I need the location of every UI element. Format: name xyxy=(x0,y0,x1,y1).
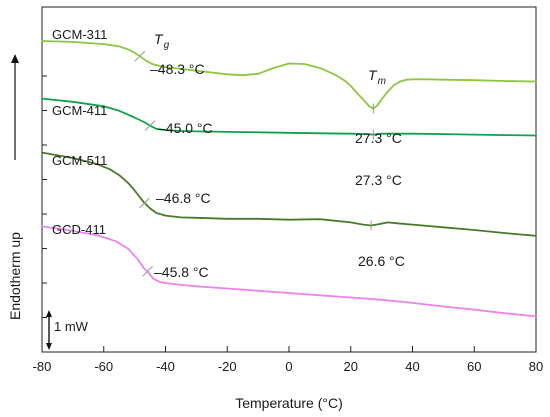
tg-symbol: Tg xyxy=(154,31,170,51)
x-tick-label: -40 xyxy=(156,359,175,374)
plot-frame xyxy=(41,6,537,353)
tg-symbol-main: T xyxy=(154,31,164,47)
series-label-gcm-411: GCM-411 xyxy=(52,103,107,118)
tg-marker-gcm-311 xyxy=(134,50,146,62)
y-axis-label: Endotherm up xyxy=(7,232,23,320)
scale-bar-label: 1 mW xyxy=(54,319,89,334)
tg-label-gcd-411: –45.8 °C xyxy=(154,264,209,280)
tg-label-gcm-411: –45.0 °C xyxy=(158,120,213,136)
x-axis-label: Temperature (°C) xyxy=(235,395,343,411)
x-tick-label: -80 xyxy=(33,359,52,374)
series-label-gcm-311: GCM-311 xyxy=(52,27,107,42)
tm-symbol-sub: m xyxy=(378,76,386,87)
curve-name-gcm-511: GCM-511 xyxy=(52,153,107,168)
x-tick-label: 80 xyxy=(529,359,543,374)
tm-symbol-main: T xyxy=(368,67,378,83)
curve-gcm-411 xyxy=(41,97,537,137)
tm-label-gcm-511: 26.6 °C xyxy=(358,253,405,269)
x-axis-ticks: -80 -60 -40 -20 0 20 40 60 80 xyxy=(33,346,543,374)
scale-bar-top-arrow-icon xyxy=(46,310,52,317)
x-tick-label: -20 xyxy=(218,359,237,374)
series-label-gcm-511: GCM-511 xyxy=(52,153,107,168)
transition-markers xyxy=(134,50,374,277)
tg-label-gcm-511: –46.8 °C xyxy=(156,190,211,206)
series-label-gcd-411: GCD-411 xyxy=(52,222,106,237)
scale-bar: 1 mW xyxy=(46,310,89,350)
curve-gcm-511 xyxy=(41,151,537,237)
tm-label-gcm-411: 27.3 °C xyxy=(355,172,402,188)
x-tick-label: 60 xyxy=(467,359,481,374)
x-tick-label: 20 xyxy=(344,359,358,374)
scale-bar-bottom-arrow-icon xyxy=(46,343,52,350)
curve-name-gcm-311: GCM-311 xyxy=(52,27,107,42)
tg-label-gcm-311: –48.3 °C xyxy=(150,61,205,77)
tg-marker-gcd-411 xyxy=(142,266,153,277)
tm-symbol: Tm xyxy=(368,67,386,87)
tg-marker-gcm-411 xyxy=(144,120,156,131)
tg-marker-gcm-511 xyxy=(139,197,150,209)
endotherm-up-arrow-icon xyxy=(11,54,19,63)
curve-gcd-411 xyxy=(41,225,537,318)
curve-name-gcm-411: GCM-411 xyxy=(52,103,107,118)
y-axis-ticks xyxy=(42,41,47,318)
y-axis-title-group: Endotherm up xyxy=(7,54,23,320)
x-tick-label: -60 xyxy=(94,359,113,374)
curve-gcm-311 xyxy=(41,40,537,110)
curve-name-gcd-411: GCD-411 xyxy=(52,222,106,237)
tm-label-gcm-311: 27.3 °C xyxy=(355,130,402,146)
x-tick-label: 40 xyxy=(405,359,419,374)
tg-symbol-sub: g xyxy=(164,40,170,51)
x-tick-label: 0 xyxy=(285,359,292,374)
curves xyxy=(41,40,537,318)
